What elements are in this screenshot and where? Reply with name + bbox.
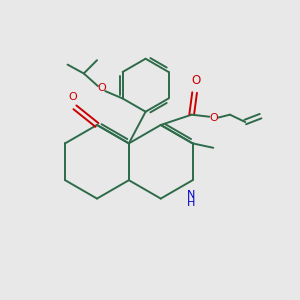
Text: H: H <box>187 198 195 208</box>
Text: N: N <box>187 190 195 200</box>
Text: O: O <box>68 92 77 102</box>
Text: O: O <box>209 112 218 123</box>
Text: O: O <box>191 74 201 87</box>
Text: O: O <box>97 82 106 93</box>
